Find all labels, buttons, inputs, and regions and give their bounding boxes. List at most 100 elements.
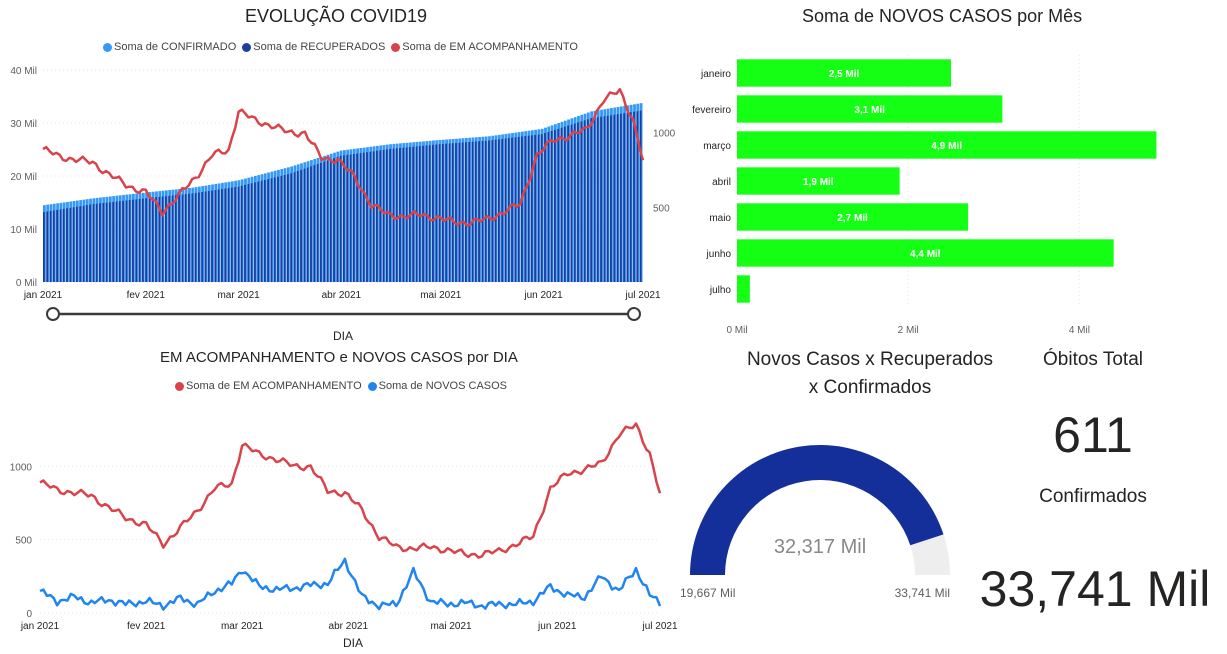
legend-item-em-acompanhamento[interactable]: Soma de EM ACOMPANHAMENTO	[391, 41, 578, 53]
recuperados-bar	[214, 190, 217, 282]
recuperados-bar	[606, 115, 609, 282]
y2-tick-label: 1000	[653, 129, 676, 140]
recuperados-bar	[484, 140, 487, 282]
recuperados-bar	[283, 175, 286, 282]
recuperados-bar	[145, 198, 148, 282]
recuperados-bar	[481, 140, 484, 282]
recuperados-bar	[211, 190, 213, 282]
recuperados-bar	[326, 160, 329, 282]
legend-item-confirmado[interactable]: Soma de CONFIRMADO	[103, 41, 236, 53]
recuperados-bar	[105, 202, 108, 282]
recuperados-bar	[586, 119, 589, 282]
recuperados-bar	[402, 147, 405, 282]
recuperados-bar	[389, 148, 391, 282]
recuperados-bar	[280, 175, 283, 282]
recuperados-bar	[511, 137, 513, 282]
recuperados-bar	[122, 200, 124, 282]
date-slider-start-handle[interactable]	[46, 307, 60, 321]
evolucao-chart-title: EVOLUÇÃO COVID19	[245, 6, 428, 26]
recuperados-bar	[178, 194, 180, 282]
month-bar	[737, 131, 1157, 159]
recuperados-bar	[379, 150, 382, 282]
recuperados-bar	[92, 204, 95, 282]
recuperados-bar	[59, 209, 62, 282]
y-tick-label: 500	[15, 536, 32, 547]
category-label: março	[703, 141, 731, 152]
date-slider-end-handle[interactable]	[627, 307, 641, 321]
recuperados-bar	[455, 142, 457, 282]
y-tick-label: 40 Mil	[10, 66, 37, 77]
recuperados-bar	[95, 203, 98, 282]
legend-dot-acomp	[175, 381, 184, 391]
recuperados-bar	[99, 203, 101, 282]
recuperados-bar	[352, 154, 355, 282]
evolucao-chart: 0 Mil 10 Mil 20 Mil 30 Mil 40 Mil 500 1000 jan …	[10, 66, 676, 343]
x-tick-label: abr 2021	[329, 621, 369, 632]
acompanhamento-chart: 0 500 1000 jan 2021 fev 2021 mar 2021 abr 2021…	[10, 422, 678, 650]
recuperados-bar	[563, 126, 566, 283]
recuperados-bar	[207, 191, 210, 282]
recuperados-bar	[72, 207, 75, 282]
gauge-fill	[690, 445, 944, 575]
legend-dot-novos-casos	[367, 381, 377, 391]
recuperados-bar	[514, 137, 517, 282]
recuperados-bar	[626, 112, 629, 282]
recuperados-bar	[227, 188, 230, 282]
novos-casos-line	[39, 557, 662, 611]
recuperados-bar	[303, 168, 306, 282]
x-tick-label: jul 2021	[641, 621, 677, 632]
recuperados-bar	[174, 195, 177, 282]
x-tick-label: mar 2021	[221, 621, 264, 632]
recuperados-bar	[448, 143, 451, 282]
recuperados-bar	[478, 141, 480, 282]
legend-label-recuperados: Soma de RECUPERADOS	[253, 41, 386, 53]
recuperados-bar	[43, 212, 45, 282]
legend-item-recuperados[interactable]: Soma de RECUPERADOS	[242, 41, 385, 53]
legend-dot-recuperados	[242, 42, 252, 52]
recuperados-bar	[583, 120, 586, 282]
recuperados-bar	[230, 187, 233, 282]
gauge-value-label: 32,317 Mil	[774, 536, 866, 558]
recuperados-bar	[253, 182, 256, 282]
recuperados-bar	[517, 136, 520, 282]
recuperados-bar	[362, 152, 365, 282]
category-label: abril	[712, 177, 731, 188]
x-tick-label: jun 2021	[523, 290, 563, 301]
x-tick-label: jun 2021	[537, 621, 577, 632]
month-bar	[737, 275, 750, 303]
gauge-title-line1: Novos Casos x Recuperados	[746, 349, 994, 370]
legend-dot-confirmado	[103, 42, 112, 52]
month-bar	[737, 59, 951, 87]
recuperados-bar	[329, 159, 332, 282]
x-tick-label: fev 2021	[127, 290, 166, 301]
recuperados-bar	[405, 147, 408, 282]
recuperados-bar	[336, 157, 339, 282]
em-acompanhamento-line	[42, 87, 645, 227]
y2-tick-label: 500	[653, 203, 670, 214]
recuperados-bar	[217, 189, 220, 282]
recuperados-bar	[132, 199, 134, 282]
recuperados-bar	[369, 151, 372, 282]
recuperados-bar	[636, 111, 639, 282]
recuperados-bar	[181, 194, 184, 282]
legend-label-acomp: Soma de EM ACOMPANHAMENTO	[186, 380, 362, 392]
recuperados-bar	[310, 166, 312, 282]
recuperados-bar	[270, 178, 273, 282]
month-bar	[737, 239, 1114, 267]
legend-label-confirmado: Soma de CONFIRMADO	[114, 41, 237, 53]
recuperados-bar	[194, 192, 197, 282]
recuperados-bar	[164, 196, 167, 282]
x-axis-title: DIA	[343, 636, 363, 650]
recuperados-bar	[69, 207, 72, 282]
recuperados-bar	[128, 200, 131, 282]
recuperados-bar	[244, 184, 246, 282]
recuperados-bar	[267, 179, 269, 282]
bar-data-label: 4,4 Mil	[910, 249, 941, 260]
recuperados-bar	[428, 145, 431, 282]
legend-item-novos-casos[interactable]: Soma de NOVOS CASOS	[367, 380, 507, 392]
recuperados-bar	[240, 185, 243, 282]
legend-item-acomp[interactable]: Soma de EM ACOMPANHAMENTO	[175, 380, 362, 392]
recuperados-bar	[224, 188, 227, 282]
y-tick-label: 0	[26, 609, 32, 620]
recuperados-bar	[366, 152, 368, 282]
